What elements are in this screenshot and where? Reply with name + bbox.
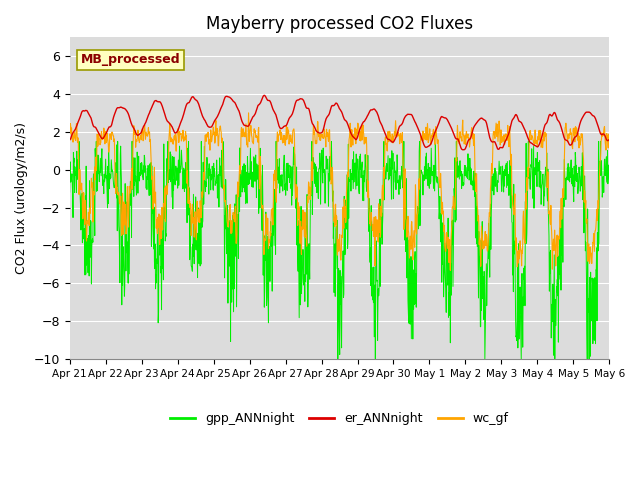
Y-axis label: CO2 Flux (urology/m2/s): CO2 Flux (urology/m2/s) [15, 122, 28, 274]
Legend: gpp_ANNnight, er_ANNnight, wc_gf: gpp_ANNnight, er_ANNnight, wc_gf [165, 407, 514, 430]
Title: Mayberry processed CO2 Fluxes: Mayberry processed CO2 Fluxes [206, 15, 473, 33]
Text: MB_processed: MB_processed [81, 53, 180, 66]
